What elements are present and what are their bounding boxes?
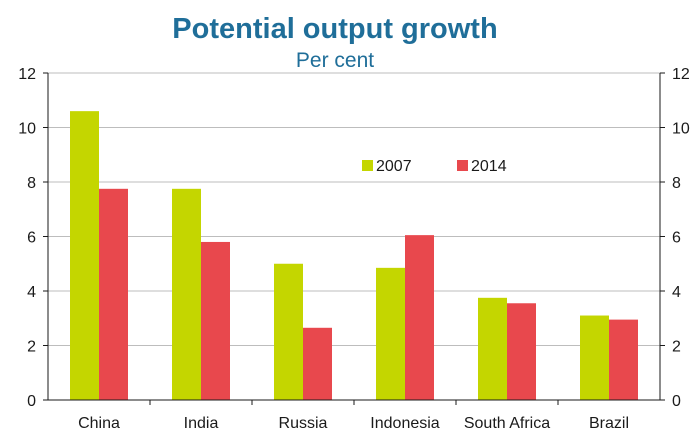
legend-swatch-2007 bbox=[362, 160, 373, 171]
x-tick-label: Brazil bbox=[589, 415, 629, 432]
bar-2014-china bbox=[99, 188, 128, 400]
legend-label-2007: 2007 bbox=[376, 158, 412, 175]
bar-2014-south-africa bbox=[507, 303, 536, 400]
y-tick-label-right: 2 bbox=[672, 339, 681, 356]
y-tick-label-left: 8 bbox=[27, 175, 36, 192]
axes: 0 0 2 2 4 4 6 6 8 8 10 10 12 12 China India Russia Indone… bbox=[18, 66, 690, 432]
y-tick-label-right: 12 bbox=[672, 66, 690, 83]
bar-2007-india bbox=[172, 188, 201, 400]
y-tick-label-right: 10 bbox=[672, 121, 690, 138]
y-tick-label-right: 6 bbox=[672, 230, 681, 247]
y-tick-label-left: 0 bbox=[27, 393, 36, 410]
bars bbox=[70, 111, 638, 401]
bar-2007-indonesia bbox=[376, 267, 405, 400]
bar-2007-brazil bbox=[580, 315, 609, 400]
y-tick-label-left: 12 bbox=[18, 66, 36, 83]
bar-2014-brazil bbox=[609, 319, 638, 400]
bar-2007-russia bbox=[274, 263, 303, 400]
bar-2007-south-africa bbox=[478, 297, 507, 400]
y-tick-label-left: 4 bbox=[27, 284, 36, 301]
y-tick-label-right: 8 bbox=[672, 175, 681, 192]
y-tick-label-right: 4 bbox=[672, 284, 681, 301]
bar-2014-russia bbox=[303, 327, 332, 400]
legend-label-2014: 2014 bbox=[471, 158, 507, 175]
bar-2014-indonesia bbox=[405, 235, 434, 400]
bar-2014-india bbox=[201, 241, 230, 400]
bar-2007-china bbox=[70, 111, 99, 401]
x-tick-label: China bbox=[78, 415, 120, 432]
x-tick-label: South Africa bbox=[464, 415, 550, 432]
x-tick-label: Indonesia bbox=[370, 415, 439, 432]
x-tick-label: India bbox=[184, 415, 219, 432]
legend: 2007 2014 bbox=[362, 158, 507, 175]
y-tick-label-left: 10 bbox=[18, 121, 36, 138]
y-tick-label-right: 0 bbox=[672, 393, 681, 410]
chart-subtitle: Per cent bbox=[296, 49, 374, 72]
y-tick-label-left: 2 bbox=[27, 339, 36, 356]
y-tick-label-left: 6 bbox=[27, 230, 36, 247]
x-tick-label: Russia bbox=[279, 415, 328, 432]
gridlines bbox=[48, 72, 660, 346]
legend-swatch-2014 bbox=[457, 160, 468, 171]
chart-title: Potential output growth bbox=[172, 13, 497, 45]
